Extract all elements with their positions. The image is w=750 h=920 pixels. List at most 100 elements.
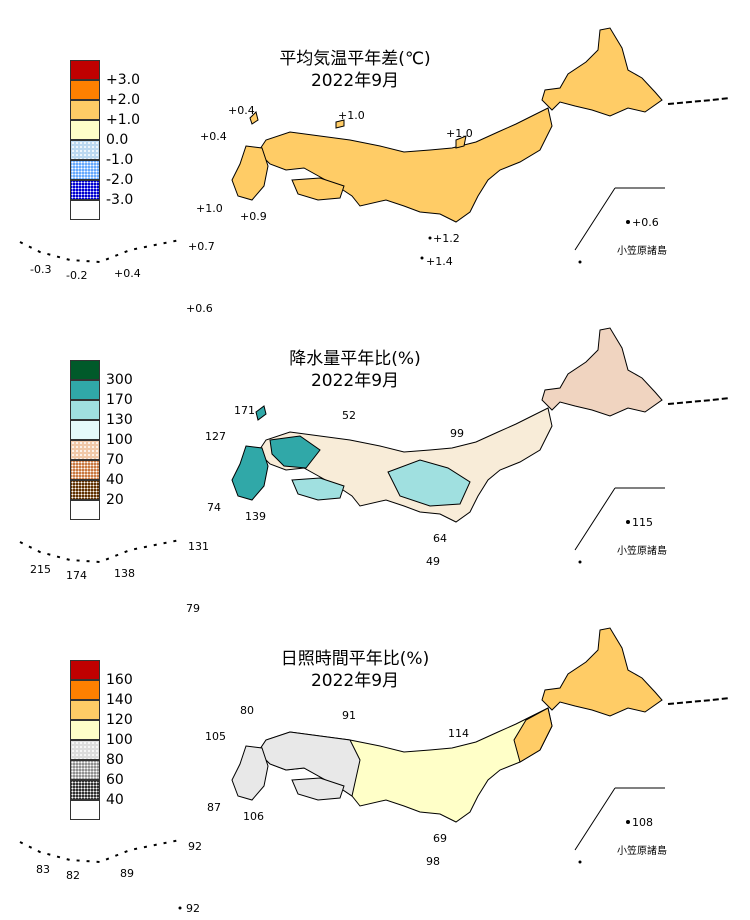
station-value: 80 xyxy=(240,704,254,717)
tsushima-island xyxy=(249,111,259,125)
ogasawara-label: 小笠原諸島 xyxy=(617,246,667,257)
legend-tick: 120 xyxy=(106,712,133,728)
precipitation-high-area xyxy=(387,459,471,507)
shikoku-region xyxy=(291,177,345,201)
ogasawara-inset-frame xyxy=(574,187,665,251)
legend-tick: 100 xyxy=(106,432,133,448)
legend-swatch xyxy=(70,120,100,140)
ogasawara-inset-frame xyxy=(574,487,665,551)
station-value: -0.3 xyxy=(30,263,52,276)
station-value: +1.0 xyxy=(446,127,473,140)
station-value: 115 xyxy=(632,516,653,529)
legend-tick: +1.0 xyxy=(106,112,140,128)
temperature-panel: 平均気温平年差(℃) 2022年9月 +3.0 +2.0 +1.0 0.0 -1… xyxy=(0,0,750,314)
station-value: 82 xyxy=(66,869,80,882)
precipitation-panel: 降水量平年比(%) 2022年9月 300 170 130 100 70 40 … xyxy=(0,300,750,614)
legend-swatch xyxy=(70,180,100,200)
station-value: +0.9 xyxy=(240,210,267,223)
station-value: +1.0 xyxy=(338,109,365,122)
legend-tick: 100 xyxy=(106,732,133,748)
station-value: 138 xyxy=(114,567,135,580)
legend-tick: 60 xyxy=(106,772,124,788)
station-value: 83 xyxy=(36,863,50,876)
legend-swatch xyxy=(70,460,100,480)
kurile-islands xyxy=(667,97,731,105)
station-value: +0.4 xyxy=(114,267,141,280)
precipitation-title-text: 降水量平年比(%) xyxy=(289,349,421,369)
legend-swatch xyxy=(70,760,100,780)
station-value: 106 xyxy=(243,810,264,823)
legend-swatch xyxy=(70,660,100,680)
temperature-subtitle-text: 2022年9月 xyxy=(310,71,400,91)
legend-swatch xyxy=(70,800,100,820)
shikoku-region xyxy=(291,477,345,501)
ogasawara-inset-frame xyxy=(574,787,665,851)
station-value: +0.4 xyxy=(200,130,227,143)
legend-tick: -2.0 xyxy=(106,172,134,188)
station-value: 92 xyxy=(186,902,200,915)
sunshine-title-text: 日照時間平年比(%) xyxy=(280,649,430,669)
tohoku-high-area xyxy=(513,707,553,763)
station-value: 114 xyxy=(448,727,469,740)
legend-swatch xyxy=(70,420,100,440)
hokkaido-region xyxy=(541,327,663,417)
station-value: 108 xyxy=(632,816,653,829)
station-value: 127 xyxy=(205,430,226,443)
station-value: +0.6 xyxy=(186,302,213,315)
temperature-map xyxy=(19,27,731,264)
sunshine-title: 日照時間平年比(%) 2022年9月 xyxy=(240,648,470,692)
legend-tick: -3.0 xyxy=(106,192,134,208)
legend-tick: -1.0 xyxy=(106,152,134,168)
kyushu-region xyxy=(231,145,269,201)
station-value: +0.7 xyxy=(188,240,215,253)
legend-swatch xyxy=(70,480,100,500)
sunshine-subtitle-text: 2022年9月 xyxy=(310,671,400,691)
station-value: 105 xyxy=(205,730,226,743)
hokkaido-region xyxy=(541,627,663,717)
sado-island xyxy=(455,135,467,149)
legend-tick: 20 xyxy=(106,492,124,508)
kyushu-region xyxy=(231,445,269,501)
station-value: 74 xyxy=(207,501,221,514)
western-japan-low-area xyxy=(257,731,361,797)
nansei-islands xyxy=(19,539,181,564)
station-value: +0.6 xyxy=(632,216,659,229)
legend-swatch xyxy=(70,160,100,180)
nansei-islands xyxy=(19,239,181,264)
legend-tick: +2.0 xyxy=(106,92,140,108)
sunshine-map xyxy=(19,627,731,910)
legend-tick: 40 xyxy=(106,792,124,808)
station-value: 215 xyxy=(30,563,51,576)
hokkaido-region xyxy=(541,27,663,117)
legend-tick: 40 xyxy=(106,472,124,488)
station-value: 174 xyxy=(66,569,87,582)
ogasawara-label: 小笠原諸島 xyxy=(617,846,667,857)
legend-swatch xyxy=(70,360,100,380)
temperature-title-text: 平均気温平年差(℃) xyxy=(279,49,431,69)
temperature-title: 平均気温平年差(℃) 2022年9月 xyxy=(240,48,470,92)
tsushima-island xyxy=(255,405,267,421)
legend-tick: 0.0 xyxy=(106,132,129,148)
legend-swatch xyxy=(70,500,100,520)
legend-tick: 160 xyxy=(106,672,133,688)
legend-swatch xyxy=(70,740,100,760)
station-value: 87 xyxy=(207,801,221,814)
station-value: 98 xyxy=(426,855,440,868)
station-value: 131 xyxy=(188,540,209,553)
precipitation-title: 降水量平年比(%) 2022年9月 xyxy=(240,348,470,392)
honshu-region xyxy=(257,407,553,523)
station-value: 99 xyxy=(450,427,464,440)
legend-tick: 130 xyxy=(106,412,133,428)
legend-tick: 70 xyxy=(106,452,124,468)
honshu-region xyxy=(257,107,553,223)
chugoku-region xyxy=(269,435,321,469)
station-value: 171 xyxy=(234,404,255,417)
kurile-islands xyxy=(667,697,731,705)
ogasawara-label: 小笠原諸島 xyxy=(617,546,667,557)
legend-swatch xyxy=(70,200,100,220)
kurile-islands xyxy=(667,397,731,405)
legend-tick: 140 xyxy=(106,692,133,708)
legend-swatch xyxy=(70,440,100,460)
station-value: 92 xyxy=(188,840,202,853)
legend-swatch xyxy=(70,720,100,740)
